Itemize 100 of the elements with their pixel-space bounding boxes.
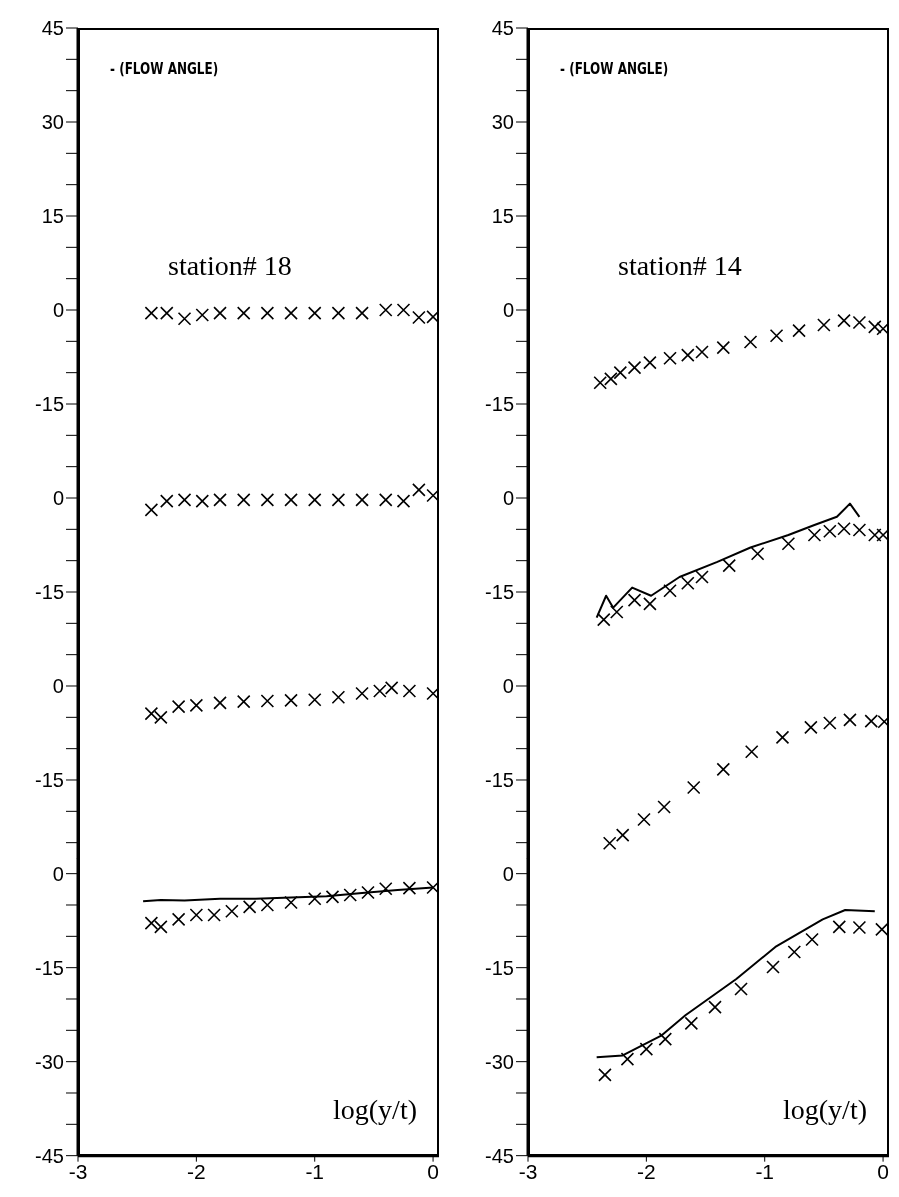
point xyxy=(680,576,695,591)
x-tick-label: -3 xyxy=(518,1159,538,1183)
point xyxy=(837,313,851,328)
point xyxy=(868,320,882,334)
y-tick-label: 0 xyxy=(52,299,64,322)
point xyxy=(426,686,439,701)
y-tick-label: -15 xyxy=(485,581,514,604)
point xyxy=(722,558,737,573)
point xyxy=(325,890,340,904)
point xyxy=(378,493,393,507)
point xyxy=(643,355,657,370)
point xyxy=(657,800,671,814)
point xyxy=(832,920,847,935)
point xyxy=(843,713,857,727)
point xyxy=(361,885,375,900)
point xyxy=(171,699,186,714)
point xyxy=(236,694,251,709)
point xyxy=(284,693,298,708)
point xyxy=(627,593,642,607)
y-tick-label: -15 xyxy=(485,957,514,980)
point xyxy=(343,888,358,903)
y-tick-label: 30 xyxy=(491,111,514,134)
point xyxy=(189,908,204,923)
y-tick-label: 0 xyxy=(52,863,64,886)
y-tick-label: -30 xyxy=(35,1051,64,1074)
x-tick-label: -2 xyxy=(637,1159,656,1183)
x-tick-label: -3 xyxy=(68,1159,88,1183)
point xyxy=(144,706,159,721)
point xyxy=(402,881,417,896)
y-tick-label: -45 xyxy=(485,1145,514,1168)
point xyxy=(775,730,790,745)
point xyxy=(658,1032,673,1047)
point xyxy=(716,762,731,777)
point xyxy=(307,306,322,320)
point xyxy=(627,360,642,375)
point xyxy=(213,493,227,507)
point xyxy=(154,710,168,725)
x-tick-label: 0 xyxy=(427,1159,439,1183)
point xyxy=(637,812,651,827)
point xyxy=(744,745,759,759)
point xyxy=(144,503,159,517)
point xyxy=(792,323,806,338)
y-tick-label: -30 xyxy=(485,1051,514,1074)
y-tick-label: 45 xyxy=(41,17,64,40)
point xyxy=(378,303,393,317)
point xyxy=(189,698,204,713)
point xyxy=(260,306,275,320)
y-tick-label: 30 xyxy=(41,111,64,134)
point xyxy=(875,922,889,937)
point xyxy=(355,306,369,320)
y-tick-label: 15 xyxy=(41,205,64,228)
y-tick-label: 0 xyxy=(502,675,514,698)
point xyxy=(284,896,298,910)
point xyxy=(805,932,819,947)
point xyxy=(260,898,275,913)
point xyxy=(876,528,889,542)
point xyxy=(716,340,731,355)
point xyxy=(412,483,426,497)
y-axis-title: - (FLOW ANGLE) xyxy=(560,60,669,78)
point xyxy=(307,892,322,906)
point xyxy=(378,882,393,896)
point xyxy=(823,716,837,730)
point xyxy=(663,583,677,598)
point xyxy=(596,612,611,627)
y-tick-label: 0 xyxy=(502,299,514,322)
point xyxy=(787,945,802,960)
point xyxy=(769,328,784,343)
point xyxy=(331,690,346,705)
point xyxy=(695,570,709,584)
y-tick-label: 0 xyxy=(502,863,514,886)
y-tick-label: -15 xyxy=(35,769,64,792)
y-tick-label: 0 xyxy=(52,675,64,698)
text: station# 14 xyxy=(618,250,742,282)
point xyxy=(171,912,186,927)
point xyxy=(236,306,251,320)
point xyxy=(615,828,630,842)
point xyxy=(426,880,439,895)
point xyxy=(684,1016,699,1031)
point xyxy=(260,493,275,507)
point xyxy=(609,605,624,619)
y-tick-label: -45 xyxy=(35,1145,64,1168)
point xyxy=(766,960,780,975)
point xyxy=(426,488,439,503)
point xyxy=(817,318,831,332)
text: station# 18 xyxy=(168,250,292,282)
point xyxy=(743,335,758,349)
point xyxy=(598,1068,612,1082)
x-axis-title: log(y/t) xyxy=(783,1093,867,1126)
point xyxy=(613,365,628,380)
y-axis-title: - (FLOW ANGLE) xyxy=(110,60,219,78)
y-tick-label: 45 xyxy=(491,17,514,40)
point xyxy=(396,303,411,317)
point xyxy=(213,696,227,710)
point xyxy=(207,908,221,923)
point xyxy=(355,493,369,507)
point xyxy=(402,684,417,698)
y-tick-label: -15 xyxy=(35,393,64,416)
point xyxy=(225,904,239,919)
point xyxy=(284,493,298,507)
x-tick-label: -2 xyxy=(187,1159,206,1183)
